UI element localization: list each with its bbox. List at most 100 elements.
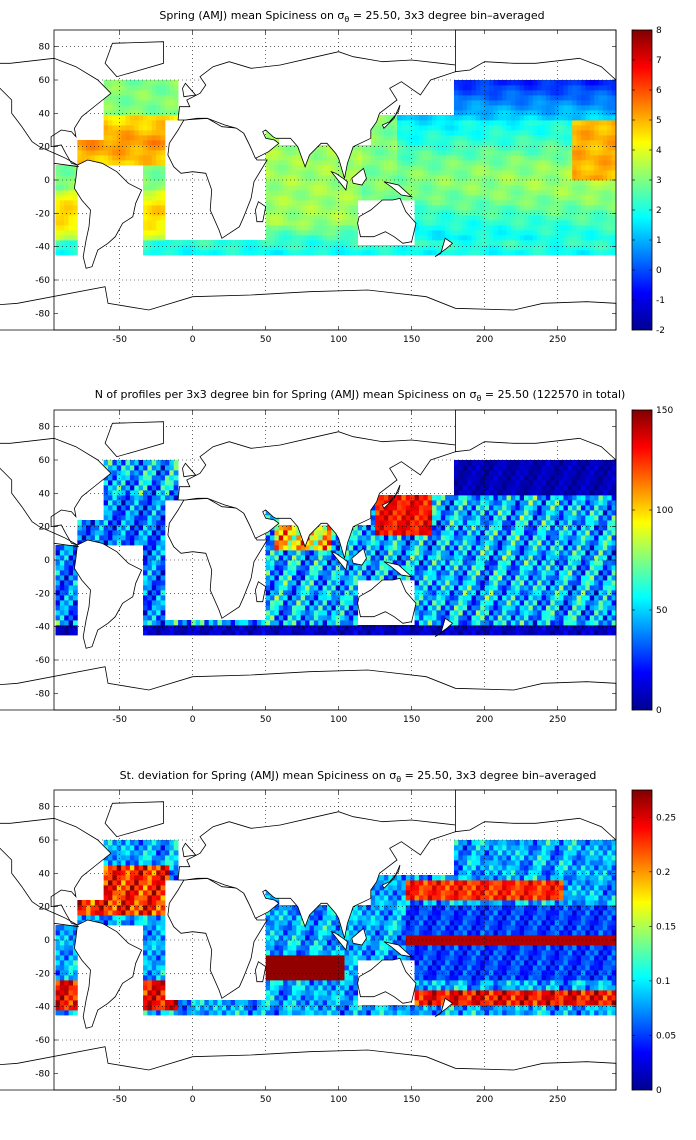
heatmap-cell bbox=[502, 560, 507, 566]
heatmap-cell bbox=[524, 605, 529, 611]
heatmap-cell bbox=[572, 90, 577, 96]
heatmap-cell bbox=[515, 615, 521, 621]
heatmap-cell bbox=[484, 480, 490, 486]
heatmap-cell bbox=[99, 520, 105, 526]
heatmap-cell bbox=[519, 210, 525, 216]
heatmap-cell bbox=[515, 250, 521, 256]
heatmap-cell bbox=[436, 550, 442, 556]
heatmap-cell bbox=[449, 155, 455, 161]
heatmap-cell bbox=[493, 495, 499, 501]
heatmap-cell bbox=[453, 235, 459, 241]
heatmap-cell bbox=[497, 80, 503, 86]
heatmap-cell bbox=[370, 250, 376, 256]
heatmap-cell bbox=[261, 625, 267, 631]
heatmap-cell bbox=[440, 125, 446, 131]
heatmap-cell bbox=[528, 215, 534, 221]
heatmap-cell bbox=[164, 625, 170, 631]
heatmap-cell bbox=[265, 585, 271, 591]
heatmap-cell bbox=[611, 165, 617, 171]
heatmap-cell bbox=[112, 475, 118, 481]
heatmap-cell bbox=[458, 175, 464, 181]
heatmap-cell bbox=[532, 140, 538, 146]
heatmap-cell bbox=[484, 180, 490, 186]
heatmap-cell bbox=[462, 565, 468, 571]
heatmap-cell bbox=[353, 200, 359, 206]
heatmap-cell bbox=[313, 545, 319, 551]
heatmap-cell bbox=[524, 100, 529, 106]
heatmap-cell bbox=[475, 545, 481, 551]
heatmap-cell bbox=[397, 115, 402, 121]
heatmap-cell bbox=[602, 210, 608, 216]
heatmap-cell bbox=[265, 150, 271, 156]
heatmap-cell bbox=[151, 230, 157, 236]
heatmap-cell bbox=[383, 195, 389, 201]
heatmap-cell bbox=[383, 575, 389, 581]
heatmap-cell bbox=[64, 580, 69, 586]
heatmap-cell bbox=[440, 570, 446, 576]
heatmap-cell bbox=[313, 230, 319, 236]
heatmap-cell bbox=[436, 200, 442, 206]
heatmap-cell bbox=[567, 185, 573, 191]
heatmap-cell bbox=[510, 95, 516, 101]
heatmap-cell bbox=[322, 525, 328, 531]
heatmap-cell bbox=[502, 225, 507, 231]
heatmap-cell bbox=[370, 190, 376, 196]
heatmap-cell bbox=[265, 130, 271, 136]
heatmap-cell bbox=[375, 180, 380, 186]
heatmap-cell bbox=[340, 565, 345, 571]
heatmap-cell bbox=[524, 150, 529, 156]
heatmap-cell bbox=[178, 245, 183, 251]
heatmap-cell bbox=[506, 600, 512, 606]
heatmap-cell bbox=[480, 465, 486, 471]
heatmap-cell bbox=[528, 95, 534, 101]
heatmap-cell bbox=[502, 490, 507, 496]
heatmap-cell bbox=[502, 135, 507, 141]
heatmap-cell bbox=[305, 245, 310, 251]
heatmap-cell bbox=[138, 460, 144, 466]
heatmap-cell bbox=[545, 145, 551, 151]
heatmap-cell bbox=[541, 105, 547, 111]
heatmap-cell bbox=[436, 530, 442, 536]
heatmap-cell bbox=[484, 145, 490, 151]
heatmap-cell bbox=[379, 175, 385, 181]
heatmap-cell bbox=[423, 520, 429, 526]
heatmap-cell bbox=[611, 245, 617, 251]
heatmap-cell bbox=[370, 525, 376, 531]
heatmap-cell bbox=[423, 165, 429, 171]
heatmap-cell bbox=[489, 590, 494, 596]
heatmap-cell bbox=[318, 200, 323, 206]
heatmap-cell bbox=[445, 235, 450, 241]
heatmap-cell bbox=[528, 620, 534, 626]
heatmap-cell bbox=[147, 105, 153, 111]
heatmap-cell bbox=[270, 535, 275, 541]
heatmap-cell bbox=[300, 620, 306, 626]
heatmap-cell bbox=[125, 100, 131, 106]
heatmap-cell bbox=[125, 130, 131, 136]
heatmap-cell bbox=[221, 630, 227, 636]
heatmap-cell bbox=[64, 600, 69, 606]
heatmap-cell bbox=[156, 520, 161, 526]
heatmap-cell bbox=[537, 95, 542, 101]
heatmap-cell bbox=[524, 460, 529, 466]
heatmap-cell bbox=[594, 190, 599, 196]
heatmap-cell bbox=[414, 495, 420, 501]
heatmap-cell bbox=[397, 545, 402, 551]
heatmap-cell bbox=[278, 555, 284, 561]
heatmap-cell bbox=[274, 545, 280, 551]
heatmap-cell bbox=[300, 180, 306, 186]
heatmap-cell bbox=[458, 150, 464, 156]
heatmap-cell bbox=[510, 620, 516, 626]
heatmap-cell bbox=[156, 215, 161, 221]
heatmap-cell bbox=[462, 480, 468, 486]
heatmap-cell bbox=[436, 520, 442, 526]
heatmap-cell bbox=[585, 180, 591, 186]
heatmap-cell bbox=[151, 240, 157, 246]
heatmap-cell bbox=[129, 160, 135, 166]
heatmap-cell bbox=[572, 160, 577, 166]
heatmap-cell bbox=[611, 85, 617, 91]
heatmap-cell bbox=[322, 235, 328, 241]
heatmap-cell bbox=[423, 225, 429, 231]
heatmap-cell bbox=[462, 195, 468, 201]
heatmap-cell bbox=[559, 205, 564, 211]
